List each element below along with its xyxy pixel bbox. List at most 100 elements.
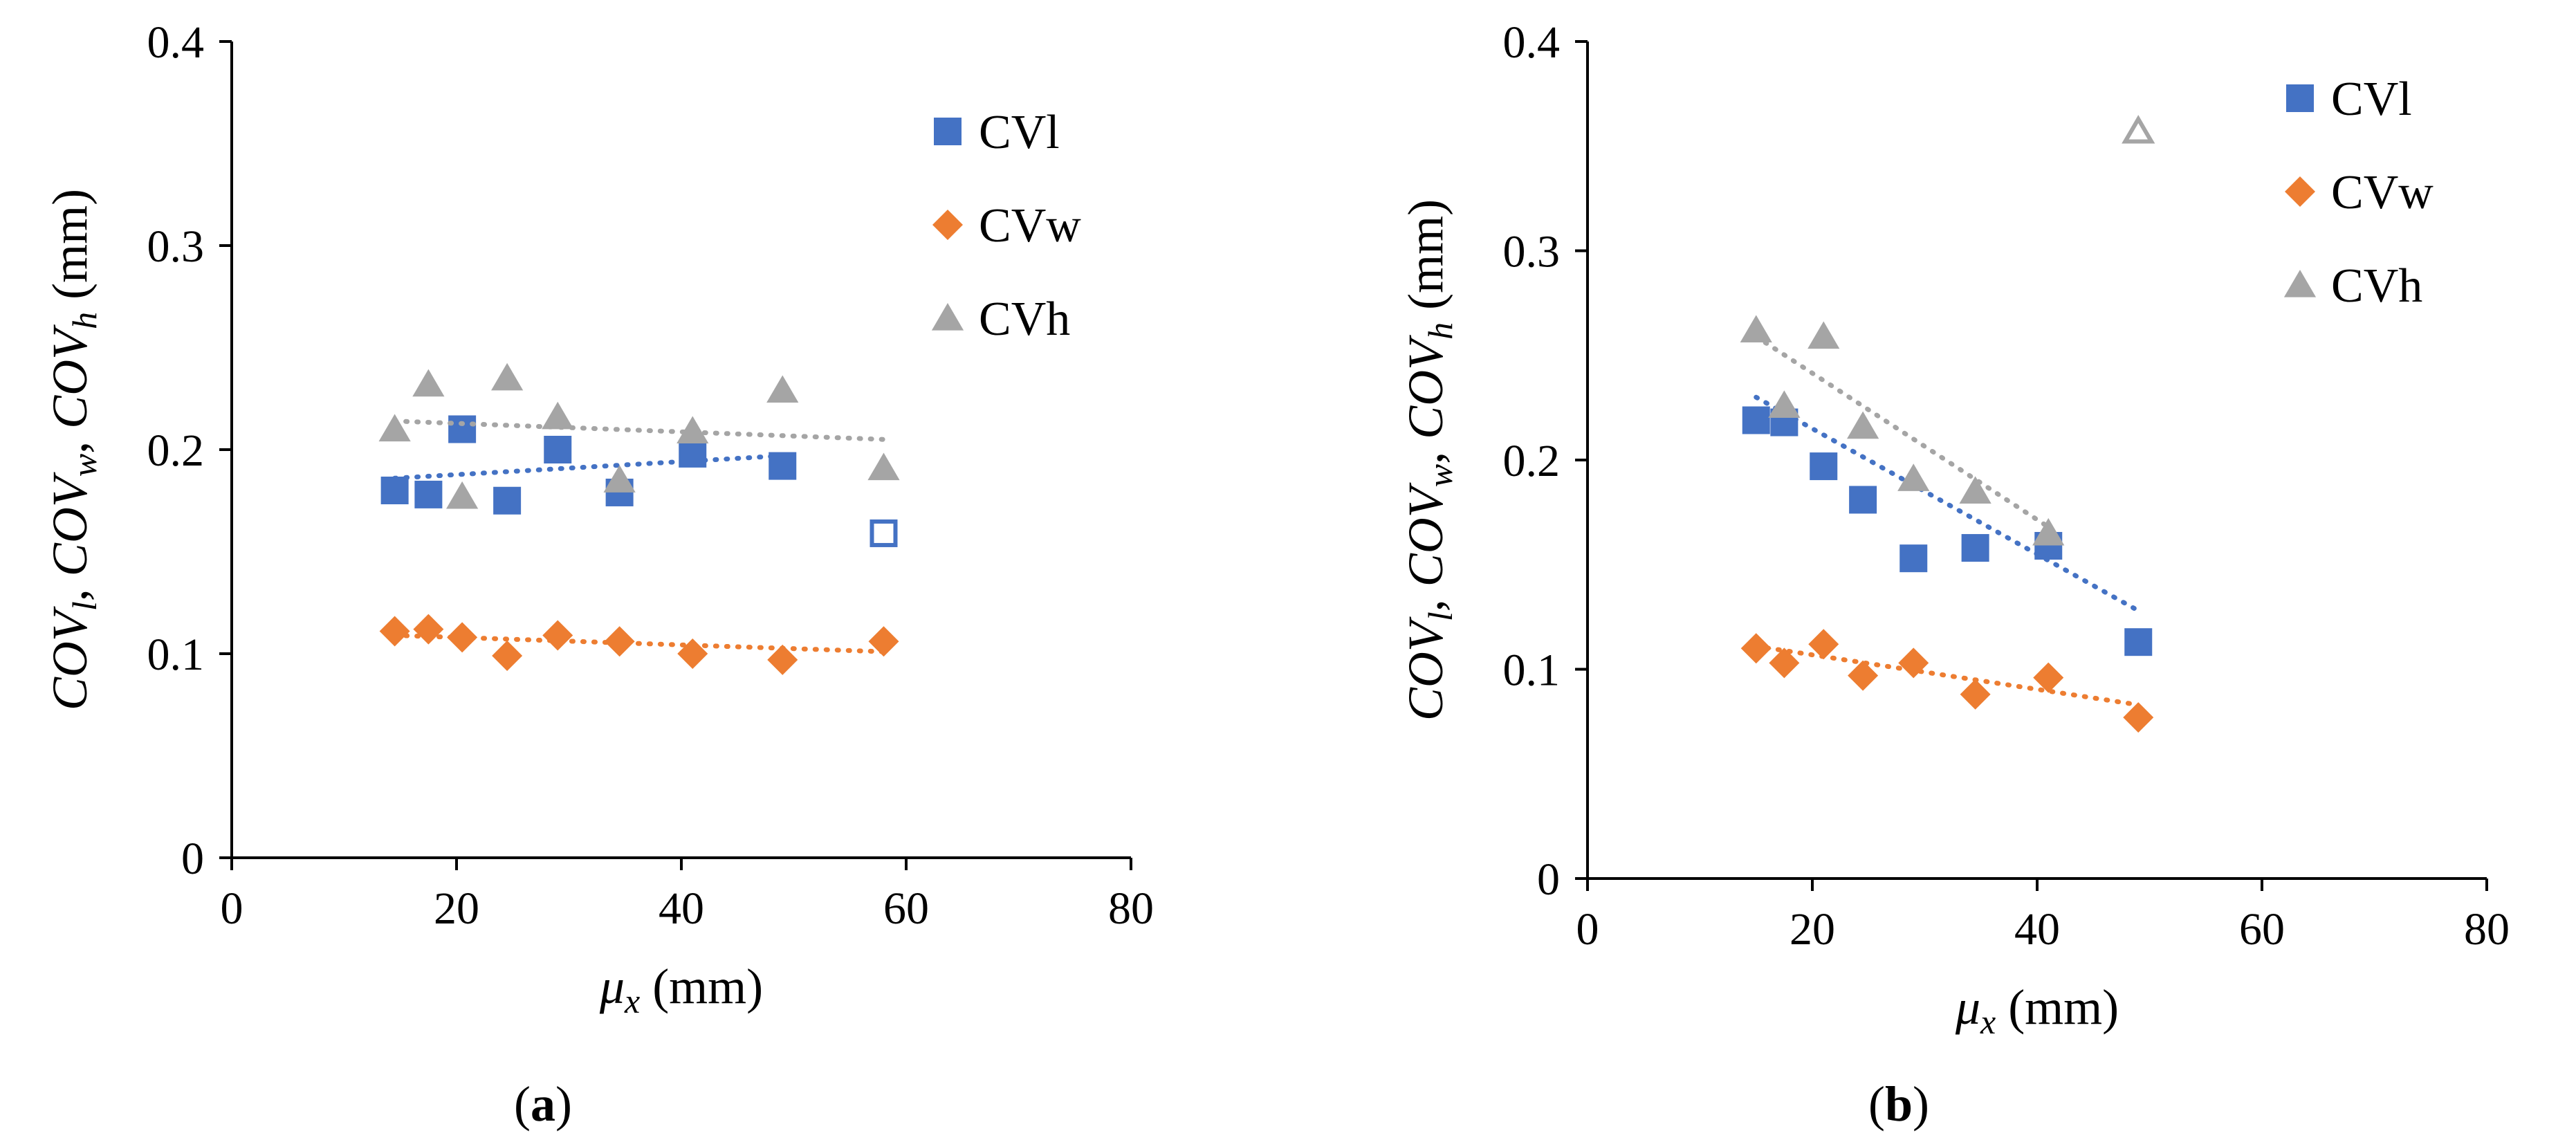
data-point-cvl bbox=[414, 480, 443, 508]
x-axis-label-subscript: x bbox=[624, 982, 640, 1020]
series-cvw bbox=[379, 614, 899, 675]
panel-label-close: ) bbox=[1913, 1076, 1929, 1132]
data-point-cvw bbox=[767, 644, 798, 675]
x-axis-label: μx (mm) bbox=[599, 959, 763, 1020]
x-tick-label: 40 bbox=[2014, 904, 2060, 955]
legend-marker-cvh bbox=[2283, 270, 2317, 297]
data-point-cvw bbox=[2033, 662, 2064, 693]
data-point-cvl bbox=[493, 486, 522, 515]
legend-label-cvh: CVh bbox=[979, 293, 1070, 346]
data-point-cvh bbox=[1807, 321, 1840, 349]
panel-label: (b) bbox=[1868, 1076, 1929, 1132]
data-point-cvl bbox=[679, 439, 707, 468]
data-point-cvh bbox=[766, 375, 799, 403]
y-axis-label-part: COV bbox=[42, 324, 98, 429]
data-point-cvw bbox=[2123, 702, 2154, 733]
y-axis-label-part: , bbox=[42, 429, 98, 454]
y-axis-label: COVl, COVw, COVh (mm) bbox=[1398, 199, 1460, 721]
panel-label-letter: a bbox=[531, 1076, 555, 1132]
data-point-cvw bbox=[492, 640, 523, 671]
y-axis-label-part: w bbox=[1421, 464, 1460, 487]
y-axis-label-part: h bbox=[65, 312, 104, 329]
series-cvl bbox=[380, 415, 898, 547]
series-cvl bbox=[1742, 394, 2153, 656]
trendline-cvw bbox=[1754, 643, 2141, 708]
x-axis-label-unit: (mm) bbox=[640, 959, 763, 1014]
legend-marker-cvw bbox=[932, 210, 963, 240]
data-point-cvh bbox=[603, 465, 636, 493]
data-point-cvl bbox=[769, 452, 797, 480]
y-axis-label-part: l bbox=[1421, 612, 1460, 621]
x-tick-label: 80 bbox=[1108, 883, 1154, 934]
data-point-cvw bbox=[1898, 647, 1929, 679]
data-point-cvl bbox=[1810, 452, 1838, 481]
y-axis-label-part: COV bbox=[1398, 482, 1453, 587]
y-axis-label-part: l bbox=[65, 601, 104, 611]
legend-label-cvw: CVw bbox=[979, 199, 1081, 252]
y-tick-label: 0 bbox=[181, 834, 204, 884]
data-point-cvl bbox=[380, 477, 409, 504]
legend: CVl CVw CVh bbox=[2283, 73, 2434, 313]
legend: CVl CVw CVh bbox=[931, 106, 1081, 346]
y-tick-label: 0.3 bbox=[147, 221, 205, 272]
data-point-cvh bbox=[677, 416, 709, 444]
y-tick-label: 0.4 bbox=[147, 17, 205, 68]
legend-marker-cvl bbox=[2286, 84, 2314, 112]
y-axis-label: COVl, COVw, COVh (mm) bbox=[42, 189, 104, 710]
y-axis-label-part: COV bbox=[1398, 616, 1453, 721]
data-point-cvw bbox=[542, 620, 573, 651]
data-point-cvw bbox=[1960, 679, 1991, 710]
data-point-cvl bbox=[2124, 628, 2153, 656]
panel-label-close: ) bbox=[555, 1076, 572, 1132]
data-point-cvh bbox=[1740, 315, 1772, 343]
y-tick-label: 0.2 bbox=[1503, 436, 1561, 486]
y-axis-label-part: , bbox=[1398, 587, 1453, 612]
legend-marker-cvl bbox=[934, 118, 962, 145]
y-axis-label-part: COV bbox=[42, 606, 98, 710]
panel-label-open: ( bbox=[1868, 1076, 1885, 1132]
panel-label-letter: b bbox=[1885, 1076, 1913, 1132]
legend-marker-cvw bbox=[2285, 176, 2315, 207]
data-point-cvw bbox=[413, 614, 444, 645]
y-axis-label-part: COV bbox=[42, 472, 98, 576]
data-point-cvw bbox=[868, 626, 899, 657]
trendline-cvh bbox=[392, 419, 886, 442]
y-axis-label-part: , bbox=[42, 576, 98, 601]
x-tick-label: 60 bbox=[2239, 904, 2285, 955]
data-point-cvw bbox=[447, 622, 478, 653]
x-tick-label: 20 bbox=[1790, 904, 1835, 955]
data-point-cvl bbox=[1899, 544, 1928, 573]
data-point-cvl bbox=[448, 415, 477, 443]
y-tick-label: 0.1 bbox=[1503, 645, 1561, 696]
outlier-point-cvh bbox=[2122, 115, 2155, 144]
y-tick-label: 0.2 bbox=[147, 425, 205, 476]
x-axis-label-symbol: μ bbox=[599, 959, 625, 1014]
data-point-cvw bbox=[1808, 629, 1839, 660]
trendline-cvh bbox=[1754, 334, 2051, 530]
x-tick-label: 60 bbox=[883, 883, 929, 934]
data-point-cvh bbox=[446, 481, 479, 509]
data-point-cvl bbox=[1849, 486, 1877, 514]
y-tick-label: 0.3 bbox=[1503, 227, 1561, 277]
data-point-cvh bbox=[867, 452, 900, 481]
x-tick-label: 40 bbox=[659, 883, 704, 934]
series-cvh bbox=[378, 362, 900, 509]
data-point-cvw bbox=[1740, 633, 1772, 664]
x-tick-label: 80 bbox=[2464, 904, 2510, 955]
y-tick-label: 0.1 bbox=[147, 629, 205, 680]
x-axis-label-symbol: μ bbox=[1955, 980, 1980, 1035]
x-tick-label: 0 bbox=[1576, 904, 1599, 955]
data-point-cvh bbox=[542, 401, 574, 430]
x-axis-label-subscript: x bbox=[1980, 1002, 1996, 1041]
data-point-cvw bbox=[677, 638, 708, 669]
legend-label-cvl: CVl bbox=[979, 106, 1060, 159]
legend-label-cvw: CVw bbox=[2331, 166, 2434, 219]
data-point-cvh bbox=[1847, 411, 1879, 439]
y-axis-label-part: h bbox=[1421, 322, 1460, 340]
data-point-cvh bbox=[1768, 390, 1801, 418]
data-point-cvh bbox=[2032, 517, 2065, 546]
panel-label: (a) bbox=[514, 1076, 572, 1132]
trendline-cvl bbox=[392, 453, 785, 481]
